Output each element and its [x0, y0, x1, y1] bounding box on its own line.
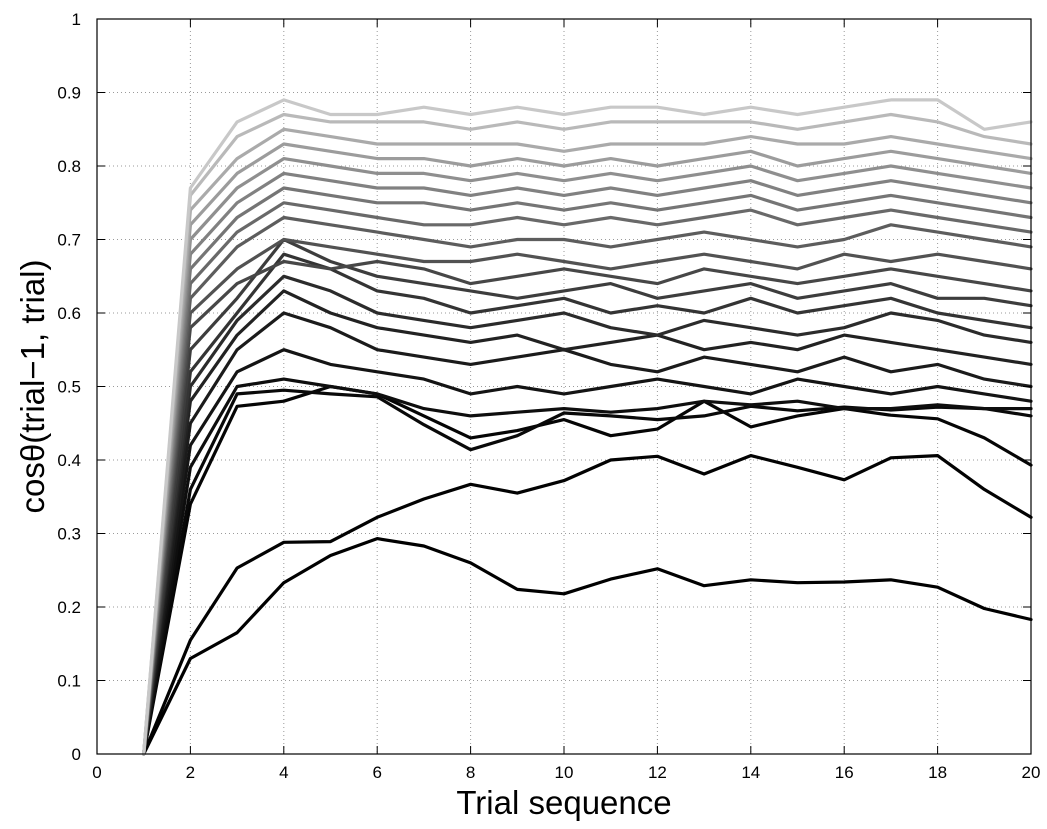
y-axis-title: cosθ(trial−1, trial): [14, 260, 51, 514]
series-line: [142, 201, 1033, 756]
y-tick-label: 1: [72, 10, 81, 29]
y-tick-label: 0.6: [57, 304, 81, 323]
series-line: [142, 157, 1033, 756]
y-tick-label: 0.3: [57, 525, 81, 544]
y-tick-label: 0: [72, 745, 81, 764]
y-tick-label: 0.8: [57, 157, 81, 176]
x-tick-label: 0: [92, 763, 101, 782]
series-line: [142, 388, 1033, 756]
y-tick-label: 0.5: [57, 378, 81, 397]
series-line: [142, 274, 1033, 756]
x-tick-label: 10: [555, 763, 574, 782]
x-tick-label: 4: [279, 763, 288, 782]
series-line: [142, 454, 1033, 756]
series-line: [142, 259, 1033, 756]
y-tick-label: 0.4: [57, 451, 81, 470]
series-line: [142, 237, 1033, 756]
series-line: [142, 142, 1033, 756]
series-line: [142, 112, 1033, 756]
series-line: [142, 215, 1033, 756]
x-tick-label: 16: [835, 763, 854, 782]
series-line: [142, 348, 1033, 756]
series-line: [142, 171, 1033, 756]
x-tick-label: 18: [928, 763, 947, 782]
x-tick-label: 20: [1022, 763, 1041, 782]
tick-labels: 0 2 4 6 8 10 12 14 16 18 20 0 0.1 0.2 0.3 0.4 0.5 0.6 0.7 0…: [57, 10, 1040, 782]
series-line: [142, 377, 1033, 756]
axes: [96, 18, 1032, 755]
x-tick-label: 14: [741, 763, 760, 782]
series-line: [142, 311, 1033, 756]
x-tick-label: 12: [648, 763, 667, 782]
series-line: [142, 127, 1033, 756]
x-tick-label: 6: [372, 763, 381, 782]
series-line: [142, 536, 1033, 756]
x-axis-title: Trial sequence: [456, 784, 671, 821]
series-line: [142, 289, 1033, 756]
y-tick-label: 0.2: [57, 598, 81, 617]
series-line: [142, 98, 1033, 756]
series-line: [142, 186, 1033, 756]
series-line: [142, 384, 1033, 756]
x-tick-label: 8: [466, 763, 475, 782]
x-tick-label: 2: [186, 763, 195, 782]
y-tick-label: 0.1: [57, 672, 81, 691]
grid-lines: [97, 19, 1031, 754]
series-line: [142, 252, 1033, 756]
series-line: [142, 237, 1033, 756]
y-tick-label: 0.7: [57, 231, 81, 250]
series-lines: [142, 98, 1033, 756]
y-tick-label: 0.9: [57, 84, 81, 103]
